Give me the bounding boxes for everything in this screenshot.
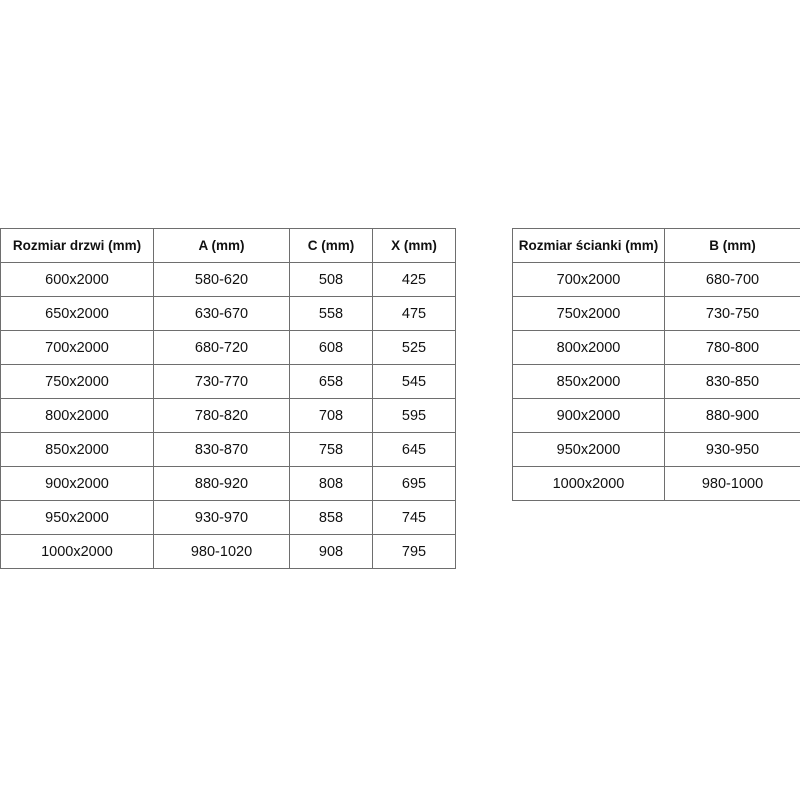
header-row: Rozmiar drzwi (mm) A (mm) C (mm) X (mm) — [0, 228, 456, 263]
table-cell: 950x2000 — [0, 500, 154, 535]
table-row: 850x2000 830-850 — [512, 364, 800, 399]
column-header: C (mm) — [289, 228, 373, 263]
header-row: Rozmiar ścianki (mm) B (mm) — [512, 228, 800, 263]
table-cell: 800x2000 — [512, 330, 665, 365]
table-cell: 750x2000 — [512, 296, 665, 331]
table-cell: 580-620 — [153, 262, 290, 297]
table-cell: 808 — [289, 466, 373, 501]
table-cell: 750x2000 — [0, 364, 154, 399]
table-cell: 525 — [372, 330, 456, 365]
table-cell: 880-900 — [664, 398, 800, 433]
table-cell: 908 — [289, 534, 373, 569]
table-row: 900x2000 880-920 808 695 — [0, 466, 456, 501]
table-cell: 830-870 — [153, 432, 290, 467]
table-row: 700x2000 680-700 — [512, 262, 800, 297]
table-cell: 780-820 — [153, 398, 290, 433]
column-header: Rozmiar drzwi (mm) — [0, 228, 154, 263]
table-cell: 650x2000 — [0, 296, 154, 331]
table-cell: 425 — [372, 262, 456, 297]
table-cell: 900x2000 — [512, 398, 665, 433]
table-cell: 930-970 — [153, 500, 290, 535]
table-cell: 880-920 — [153, 466, 290, 501]
door-size-table: Rozmiar drzwi (mm) A (mm) C (mm) X (mm) 600… — [0, 228, 456, 569]
table-cell: 980-1020 — [153, 534, 290, 569]
table-cell: 680-700 — [664, 262, 800, 297]
table-row: 800x2000 780-820 708 595 — [0, 398, 456, 433]
table-cell: 1000x2000 — [0, 534, 154, 569]
table-cell: 708 — [289, 398, 373, 433]
table-row: 950x2000 930-950 — [512, 432, 800, 467]
table-cell: 700x2000 — [0, 330, 154, 365]
table-row: 700x2000 680-720 608 525 — [0, 330, 456, 365]
table-cell: 695 — [372, 466, 456, 501]
table-cell: 850x2000 — [0, 432, 154, 467]
table-row: 750x2000 730-750 — [512, 296, 800, 331]
column-header: A (mm) — [153, 228, 290, 263]
table-cell: 950x2000 — [512, 432, 665, 467]
table-cell: 558 — [289, 296, 373, 331]
table-cell: 545 — [372, 364, 456, 399]
table-cell: 780-800 — [664, 330, 800, 365]
table-cell: 608 — [289, 330, 373, 365]
table-cell: 930-950 — [664, 432, 800, 467]
table-cell: 850x2000 — [512, 364, 665, 399]
table-cell: 630-670 — [153, 296, 290, 331]
table-cell: 595 — [372, 398, 456, 433]
table-row: 800x2000 780-800 — [512, 330, 800, 365]
table-cell: 475 — [372, 296, 456, 331]
table-row: 1000x2000 980-1020 908 795 — [0, 534, 456, 569]
table-cell: 680-720 — [153, 330, 290, 365]
table-cell: 795 — [372, 534, 456, 569]
table-cell: 1000x2000 — [512, 466, 665, 501]
table-row: 600x2000 580-620 508 425 — [0, 262, 456, 297]
column-header: B (mm) — [664, 228, 800, 263]
table-cell: 730-770 — [153, 364, 290, 399]
table-row: 750x2000 730-770 658 545 — [0, 364, 456, 399]
table-row: 650x2000 630-670 558 475 — [0, 296, 456, 331]
column-header: Rozmiar ścianki (mm) — [512, 228, 665, 263]
table-cell: 758 — [289, 432, 373, 467]
table-cell: 730-750 — [664, 296, 800, 331]
table-cell: 658 — [289, 364, 373, 399]
table-cell: 600x2000 — [0, 262, 154, 297]
wall-size-table: Rozmiar ścianki (mm) B (mm) 700x2000 680-7… — [512, 228, 800, 501]
table-row: 900x2000 880-900 — [512, 398, 800, 433]
table-cell: 980-1000 — [664, 466, 800, 501]
table-cell: 700x2000 — [512, 262, 665, 297]
table-cell: 645 — [372, 432, 456, 467]
table-row: 850x2000 830-870 758 645 — [0, 432, 456, 467]
table-cell: 800x2000 — [0, 398, 154, 433]
table-row: 950x2000 930-970 858 745 — [0, 500, 456, 535]
table-cell: 508 — [289, 262, 373, 297]
table-cell: 858 — [289, 500, 373, 535]
table-cell: 745 — [372, 500, 456, 535]
table-cell: 830-850 — [664, 364, 800, 399]
table-cell: 900x2000 — [0, 466, 154, 501]
column-header: X (mm) — [372, 228, 456, 263]
table-row: 1000x2000 980-1000 — [512, 466, 800, 501]
